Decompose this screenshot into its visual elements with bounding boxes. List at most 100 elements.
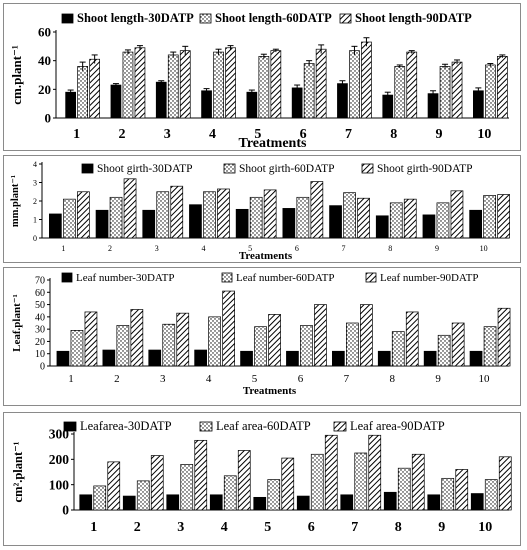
bar <box>123 178 137 239</box>
legend-swatch <box>199 421 213 432</box>
bar <box>76 191 90 239</box>
legend-swatch <box>61 272 73 283</box>
x-tick-label: 4 <box>201 244 205 253</box>
x-axis-title: Treatments <box>239 136 307 149</box>
x-tick-label: 3 <box>155 244 159 253</box>
bar <box>405 311 419 367</box>
x-tick-label: 5 <box>264 520 271 535</box>
x-tick-label: 5 <box>254 127 261 142</box>
x-tick-label: 8 <box>388 244 392 253</box>
legend-label: Shoot girth-30DATP <box>97 163 193 175</box>
bar <box>155 81 167 119</box>
y-tick-label: 3 <box>33 178 37 187</box>
bar <box>437 334 451 367</box>
bar <box>48 213 62 239</box>
bar <box>107 461 121 511</box>
bar <box>497 194 510 239</box>
x-tick-label: 3 <box>177 520 184 535</box>
bar <box>208 316 221 367</box>
y-tick-label: 2 <box>33 197 37 206</box>
x-tick-label: 10 <box>480 244 488 253</box>
legend-label: Shoot girth-60DATP <box>239 163 335 175</box>
bar <box>179 50 191 119</box>
bar <box>79 494 93 511</box>
bar <box>122 51 134 119</box>
x-tick-label: 4 <box>221 520 228 535</box>
x-tick-label: 8 <box>390 373 396 385</box>
bar <box>497 56 508 119</box>
bar <box>455 469 469 511</box>
y-tick-label: 0 <box>40 362 45 373</box>
x-tick-label: 7 <box>351 520 358 535</box>
x-tick-label: 9 <box>438 520 445 535</box>
y-tick-label: 200 <box>49 452 70 467</box>
x-tick-label: 3 <box>164 127 171 142</box>
bar <box>361 41 372 119</box>
chart-panel-leaf-area: Leafarea-30DATP Leaf area-60DATP Leaf area… <box>3 412 521 546</box>
legend-label: Leaf area-60DATP <box>216 419 311 433</box>
bar <box>156 191 170 239</box>
x-tick-label: 2 <box>118 127 125 142</box>
bar <box>134 47 146 119</box>
bar <box>270 50 282 119</box>
bar <box>310 453 324 511</box>
legend-swatch <box>199 13 212 24</box>
y-tick-label: 40 <box>38 53 51 68</box>
bar <box>383 491 397 511</box>
x-tick-label: 2 <box>108 244 112 253</box>
bar <box>483 326 497 367</box>
bar <box>254 326 267 367</box>
y-tick-label: 1 <box>33 215 37 224</box>
legend-swatch <box>221 272 233 283</box>
x-axis-title: Treatments <box>243 385 297 397</box>
bar <box>253 496 267 511</box>
y-tick-label: 0 <box>62 503 69 518</box>
bar <box>439 66 451 119</box>
bar <box>484 479 498 511</box>
bar <box>403 198 417 239</box>
bar <box>377 350 391 367</box>
bar <box>176 312 190 367</box>
bar <box>343 192 356 239</box>
legend-swatch <box>223 163 236 174</box>
shoot-length-chart: Shoot length-30DATP Shoot length-60DATP Sh… <box>9 11 509 149</box>
bar <box>286 350 299 367</box>
legend-swatch <box>339 13 352 24</box>
bar <box>427 93 439 119</box>
legend-swatch <box>61 13 74 24</box>
x-tick-label: 7 <box>342 244 346 253</box>
x-tick-label: 7 <box>344 373 350 385</box>
x-tick-label: 9 <box>435 373 441 385</box>
y-tick-label: 60 <box>35 288 45 299</box>
x-tick-label: 10 <box>479 373 491 385</box>
bar <box>310 181 324 239</box>
bar <box>213 51 224 119</box>
x-tick-label: 2 <box>114 373 120 385</box>
bar <box>406 51 418 119</box>
bar <box>148 349 162 367</box>
legend-swatch <box>365 272 377 283</box>
bar <box>303 63 315 119</box>
bar <box>150 455 164 511</box>
x-tick-label: 1 <box>90 520 97 535</box>
bar <box>329 205 342 239</box>
bar <box>357 197 370 239</box>
bar <box>258 56 270 119</box>
legend-swatch <box>333 421 347 432</box>
bar <box>109 196 123 239</box>
x-tick-label: 8 <box>390 127 397 142</box>
bar <box>65 91 77 119</box>
y-tick-label: 20 <box>35 337 45 348</box>
bar <box>203 191 216 239</box>
bar <box>240 350 253 367</box>
chart-panel-shoot-length: Shoot length-30DATP Shoot length-60DATP Sh… <box>3 3 521 151</box>
x-tick-label: 2 <box>134 520 141 535</box>
bar <box>222 290 235 367</box>
legend-label: Leaf number-60DATP <box>236 272 334 284</box>
x-tick-label: 7 <box>345 127 352 142</box>
chart-panel-shoot-girth: Shoot girth-30DATP Shoot girth-60DATP Shoo… <box>3 155 521 263</box>
bar <box>291 87 303 119</box>
bar <box>411 453 425 511</box>
bar <box>223 475 237 511</box>
y-tick-label: 0 <box>45 111 52 126</box>
